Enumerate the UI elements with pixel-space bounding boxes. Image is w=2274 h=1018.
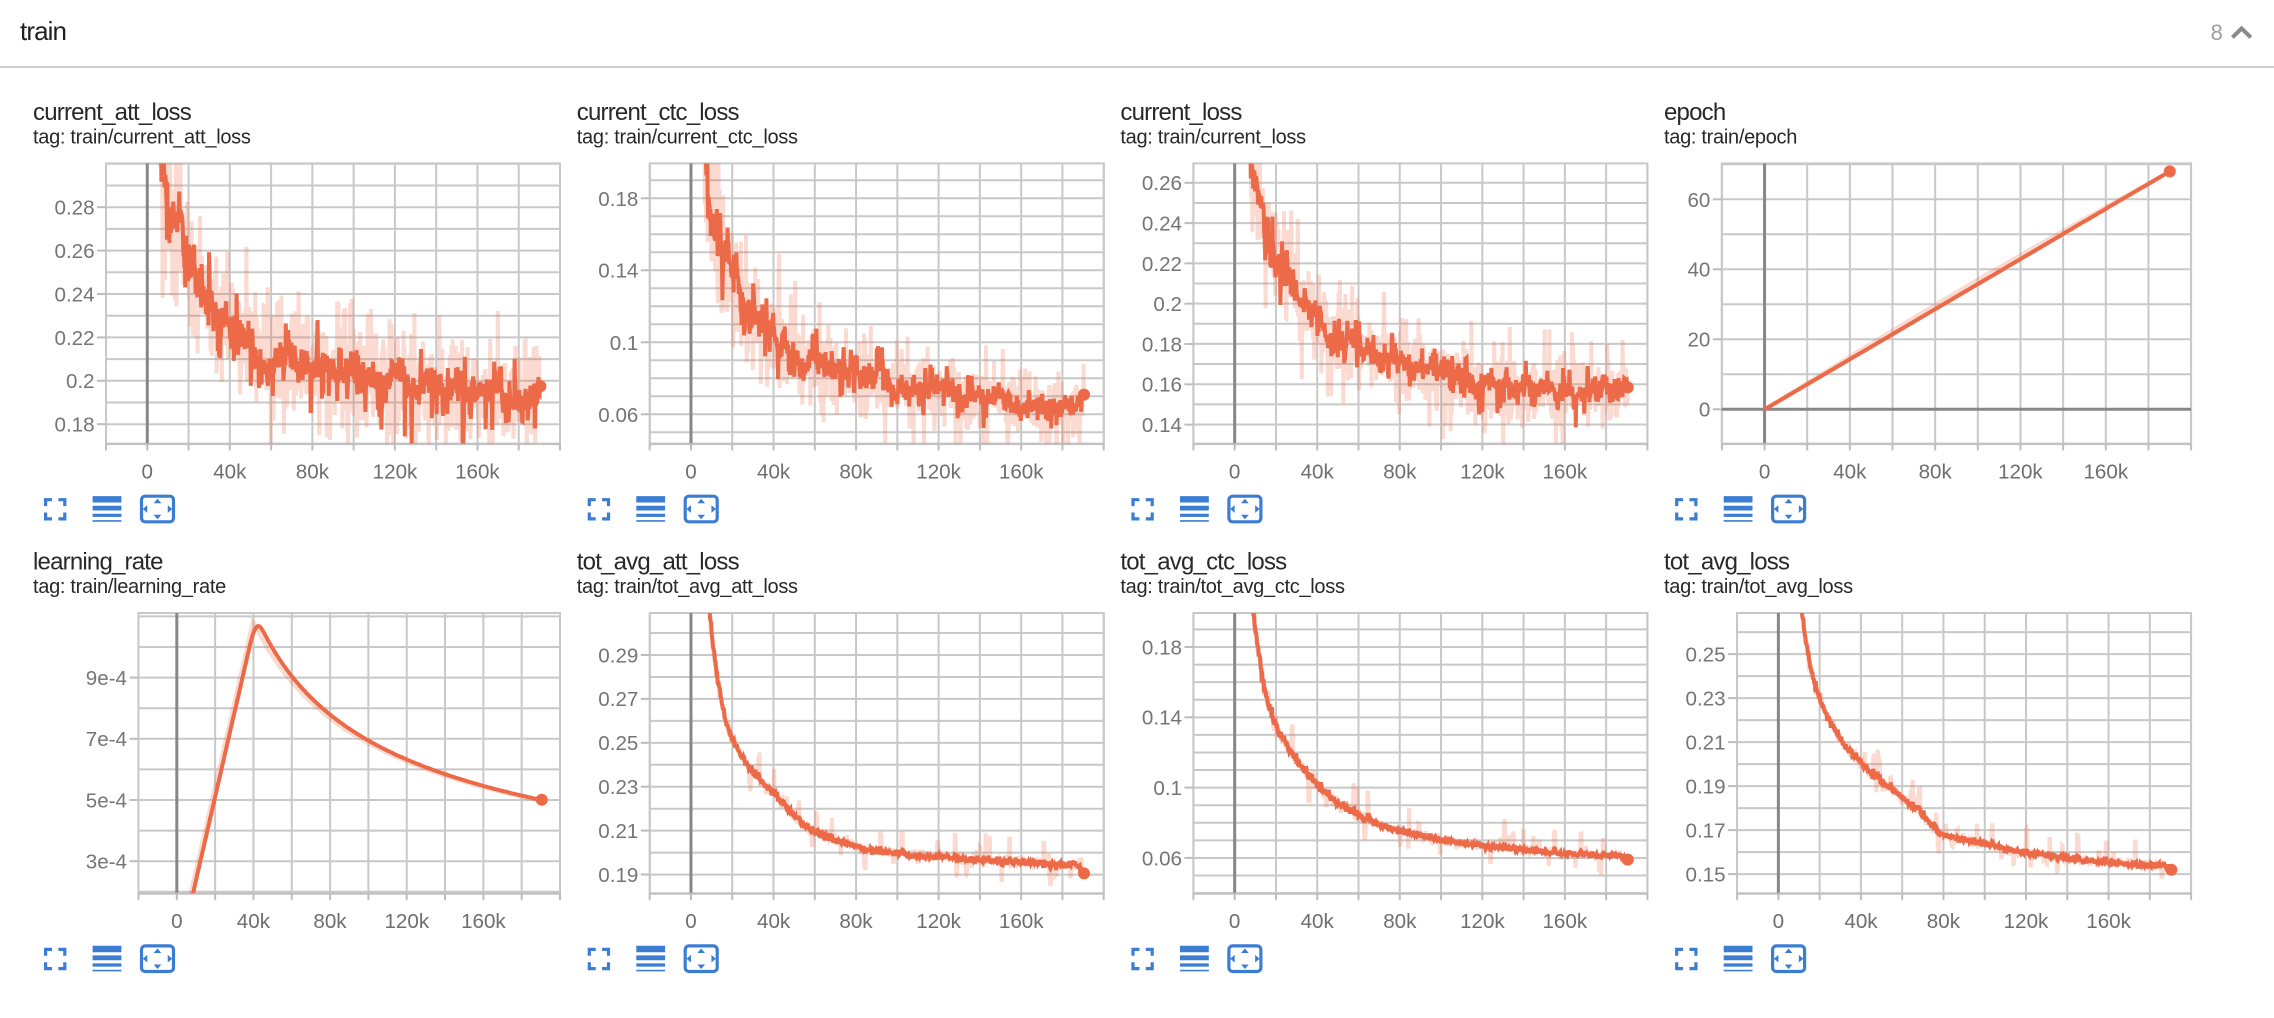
svg-text:0.06: 0.06 [598, 404, 638, 427]
svg-text:40k: 40k [213, 460, 247, 483]
svg-text:40k: 40k [757, 910, 791, 933]
svg-text:0.27: 0.27 [598, 688, 638, 711]
svg-text:120k: 120k [1460, 460, 1505, 483]
svg-text:0: 0 [685, 460, 696, 483]
svg-text:160k: 160k [2086, 910, 2131, 933]
svg-text:0.14: 0.14 [1142, 707, 1182, 730]
svg-text:0.24: 0.24 [1142, 213, 1182, 236]
svg-text:80k: 80k [296, 460, 330, 483]
svg-text:tag: train/epoch: tag: train/epoch [1664, 127, 1797, 149]
svg-text:0.14: 0.14 [598, 260, 638, 283]
svg-text:0.19: 0.19 [1686, 776, 1726, 799]
svg-text:0.26: 0.26 [55, 240, 95, 263]
svg-text:80k: 80k [839, 460, 873, 483]
svg-text:0.18: 0.18 [1142, 333, 1182, 356]
svg-text:0.14: 0.14 [1142, 414, 1182, 437]
svg-text:160k: 160k [461, 910, 506, 933]
svg-text:160k: 160k [2083, 460, 2128, 483]
svg-text:80k: 80k [1919, 460, 1953, 483]
svg-text:160k: 160k [455, 460, 500, 483]
svg-text:0.06: 0.06 [1142, 847, 1182, 870]
svg-text:160k: 160k [999, 910, 1044, 933]
svg-text:120k: 120k [1998, 460, 2043, 483]
svg-text:tag: train/current_loss: tag: train/current_loss [1120, 127, 1306, 149]
svg-text:20: 20 [1687, 329, 1710, 352]
svg-text:0.21: 0.21 [598, 820, 638, 843]
svg-text:0.29: 0.29 [598, 644, 638, 667]
svg-text:0.16: 0.16 [1142, 374, 1182, 397]
svg-text:160k: 160k [1542, 460, 1587, 483]
svg-text:40k: 40k [237, 910, 271, 933]
svg-text:0.25: 0.25 [1686, 644, 1726, 667]
svg-text:tag: train/current_att_loss: tag: train/current_att_loss [33, 127, 251, 149]
svg-text:tot_avg_loss: tot_avg_loss [1664, 548, 1790, 575]
svg-text:40k: 40k [1301, 460, 1335, 483]
svg-text:0.28: 0.28 [55, 197, 95, 220]
svg-text:0.2: 0.2 [1153, 293, 1182, 316]
svg-text:80k: 80k [1383, 460, 1417, 483]
svg-text:0.17: 0.17 [1686, 820, 1726, 843]
svg-text:0.23: 0.23 [1686, 688, 1726, 711]
svg-text:3e-4: 3e-4 [86, 851, 127, 874]
svg-text:0: 0 [685, 910, 696, 933]
svg-text:120k: 120k [916, 910, 961, 933]
svg-text:current_ctc_loss: current_ctc_loss [577, 99, 740, 126]
svg-text:80k: 80k [839, 910, 873, 933]
svg-text:epoch: epoch [1664, 99, 1725, 126]
svg-text:160k: 160k [1542, 910, 1587, 933]
svg-text:0.25: 0.25 [598, 732, 638, 755]
svg-text:0.1: 0.1 [610, 332, 639, 355]
svg-text:0.1: 0.1 [1153, 777, 1182, 800]
svg-text:40k: 40k [1301, 910, 1335, 933]
svg-text:80k: 80k [1927, 910, 1961, 933]
svg-text:40k: 40k [1844, 910, 1878, 933]
svg-text:tag: train/tot_avg_ctc_loss: tag: train/tot_avg_ctc_loss [1120, 576, 1345, 598]
svg-text:0.2: 0.2 [66, 370, 95, 393]
svg-text:0.15: 0.15 [1686, 864, 1726, 887]
svg-text:7e-4: 7e-4 [86, 728, 127, 751]
svg-text:0: 0 [1773, 910, 1784, 933]
svg-text:0.22: 0.22 [1142, 253, 1182, 276]
svg-text:tot_avg_att_loss: tot_avg_att_loss [577, 548, 740, 575]
svg-text:tag: train/tot_avg_att_loss: tag: train/tot_avg_att_loss [577, 576, 798, 598]
svg-text:current_loss: current_loss [1120, 99, 1242, 126]
svg-text:120k: 120k [1460, 910, 1505, 933]
svg-text:0.24: 0.24 [55, 283, 95, 306]
svg-text:0.18: 0.18 [598, 188, 638, 211]
svg-text:5e-4: 5e-4 [86, 789, 127, 812]
svg-text:tag: train/tot_avg_loss: tag: train/tot_avg_loss [1664, 576, 1853, 598]
svg-text:40: 40 [1687, 259, 1710, 282]
svg-text:0.19: 0.19 [598, 864, 638, 887]
svg-text:0.18: 0.18 [55, 414, 95, 437]
svg-text:0: 0 [1229, 460, 1240, 483]
svg-text:tot_avg_ctc_loss: tot_avg_ctc_loss [1120, 548, 1287, 575]
svg-text:0.18: 0.18 [1142, 636, 1182, 659]
svg-text:tag: train/current_ctc_loss: tag: train/current_ctc_loss [577, 127, 798, 149]
svg-text:0: 0 [1699, 399, 1710, 422]
svg-text:40k: 40k [1833, 460, 1867, 483]
svg-text:0.22: 0.22 [55, 327, 95, 350]
svg-text:0.23: 0.23 [598, 776, 638, 799]
svg-text:0: 0 [171, 910, 182, 933]
svg-text:0.26: 0.26 [1142, 172, 1182, 195]
svg-text:9e-4: 9e-4 [86, 667, 127, 690]
svg-text:80k: 80k [313, 910, 347, 933]
svg-text:120k: 120k [384, 910, 429, 933]
svg-text:60: 60 [1687, 189, 1710, 212]
svg-text:40k: 40k [757, 460, 791, 483]
svg-text:0: 0 [141, 460, 152, 483]
svg-text:0: 0 [1229, 910, 1240, 933]
svg-text:learning_rate: learning_rate [33, 548, 163, 575]
svg-text:160k: 160k [999, 460, 1044, 483]
svg-text:current_att_loss: current_att_loss [33, 99, 192, 126]
svg-text:120k: 120k [916, 460, 961, 483]
svg-text:80k: 80k [1383, 910, 1417, 933]
svg-text:120k: 120k [2004, 910, 2049, 933]
svg-text:0: 0 [1759, 460, 1770, 483]
svg-text:120k: 120k [373, 460, 418, 483]
svg-text:0.21: 0.21 [1686, 732, 1726, 755]
svg-text:tag: train/learning_rate: tag: train/learning_rate [33, 576, 226, 598]
